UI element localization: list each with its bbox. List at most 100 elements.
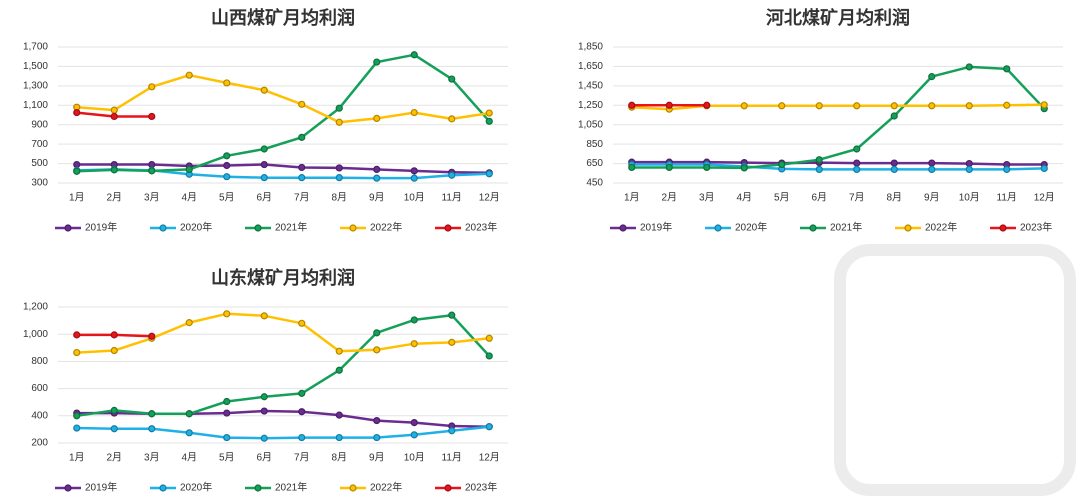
y-tick-label: 1,300: [23, 80, 48, 91]
data-point: [740, 164, 748, 172]
data-point: [448, 115, 456, 123]
data-point: [373, 114, 381, 123]
y-tick-label: 1,250: [578, 100, 603, 111]
legend-label: 2020年: [180, 221, 212, 234]
data-point: [410, 419, 418, 427]
y-tick-label: 1,700: [23, 42, 48, 53]
data-point: [73, 348, 81, 357]
series-line: [76, 313, 491, 418]
data-point: [223, 152, 231, 160]
x-tick-label: 9月: [369, 452, 385, 464]
chart-title: 山东煤矿月均利润: [211, 267, 355, 288]
chart: 河北煤矿月均利润 450 650 850 1,050 1,250 1,450 1,650 1,8…: [578, 7, 1063, 234]
x-tick-label: 8月: [886, 192, 902, 204]
x-tick-label: 12月: [479, 192, 500, 204]
y-tick-label: 200: [31, 438, 48, 449]
legend-marker: [159, 484, 167, 492]
data-point: [373, 416, 381, 425]
data-point: [1040, 101, 1048, 109]
x-tick-label: 7月: [294, 192, 310, 204]
data-point: [373, 329, 381, 337]
data-point: [298, 408, 306, 416]
data-point: [448, 171, 456, 179]
data-point: [73, 160, 81, 169]
series-line: [76, 425, 490, 440]
y-tick-label: 800: [31, 356, 48, 367]
y-tick-label: 1,100: [23, 100, 48, 111]
x-tick-label: 4月: [181, 452, 197, 464]
legend-label: 2022年: [370, 481, 402, 494]
data-point: [335, 104, 343, 112]
y-tick-label: 700: [31, 139, 48, 150]
data-point: [260, 145, 268, 153]
data-point: [1040, 164, 1048, 173]
data-point: [73, 331, 81, 339]
x-tick-label: 2月: [106, 452, 122, 464]
data-point: [1003, 65, 1011, 73]
data-point: [260, 407, 268, 415]
x-tick-label: 11月: [997, 192, 1017, 204]
legend-marker: [619, 224, 627, 232]
y-tick-label: 1,450: [578, 80, 603, 91]
data-point: [223, 310, 231, 318]
y-tick-label: 1,050: [578, 119, 603, 130]
series-line: [76, 53, 491, 173]
data-point: [665, 101, 673, 109]
x-tick-label: 3月: [699, 192, 715, 204]
chart-title: 山西煤矿月均利润: [211, 7, 355, 28]
data-point: [485, 170, 493, 178]
data-point: [628, 101, 636, 109]
legend-label: 2021年: [275, 481, 307, 494]
data-point: [298, 133, 306, 141]
data-point: [298, 163, 306, 172]
data-point: [298, 174, 306, 182]
data-point: [223, 79, 231, 87]
x-tick-label: 10月: [404, 192, 425, 204]
data-point: [260, 174, 268, 182]
data-point: [928, 73, 936, 81]
legend-label: 2020年: [180, 481, 212, 494]
series-line: [76, 312, 490, 354]
data-point: [110, 331, 118, 339]
series-line: [76, 73, 490, 124]
chart-title: 河北煤矿月均利润: [766, 7, 910, 28]
data-point: [890, 159, 898, 167]
data-point: [485, 109, 493, 117]
data-point: [185, 410, 193, 418]
x-tick-label: 3月: [144, 192, 160, 204]
x-tick-label: 5月: [219, 192, 235, 204]
x-tick-label: 9月: [924, 192, 940, 204]
data-point: [148, 160, 156, 169]
x-tick-label: 1月: [624, 192, 640, 204]
data-point: [703, 101, 711, 109]
data-point: [148, 83, 156, 91]
data-point: [410, 340, 418, 348]
legend-label: 2023年: [465, 481, 497, 494]
x-tick-label: 6月: [256, 452, 272, 464]
y-tick-label: 500: [31, 158, 48, 169]
legend-marker: [444, 224, 452, 232]
data-point: [335, 366, 343, 374]
legend-marker: [444, 484, 452, 492]
data-point: [73, 424, 81, 432]
data-point: [335, 411, 343, 419]
data-point: [485, 352, 493, 360]
data-point: [185, 71, 193, 79]
x-tick-label: 7月: [294, 452, 310, 464]
chart: 山东煤矿月均利润 200 400 600 800 1,000 1,200 1月 2月 3月 4月 5月…: [23, 267, 508, 494]
data-point: [928, 159, 936, 167]
x-tick-label: 12月: [479, 452, 500, 464]
x-tick-label: 2月: [661, 192, 677, 204]
data-point: [185, 165, 193, 173]
data-point: [448, 75, 456, 83]
legend-marker: [999, 224, 1007, 232]
data-point: [853, 159, 861, 167]
data-point: [110, 166, 118, 174]
data-point: [410, 316, 418, 324]
data-point: [448, 311, 456, 319]
y-tick-label: 1,850: [578, 42, 603, 53]
legend-label: 2019年: [85, 481, 117, 494]
y-tick-label: 600: [31, 383, 48, 394]
data-point: [853, 145, 861, 153]
